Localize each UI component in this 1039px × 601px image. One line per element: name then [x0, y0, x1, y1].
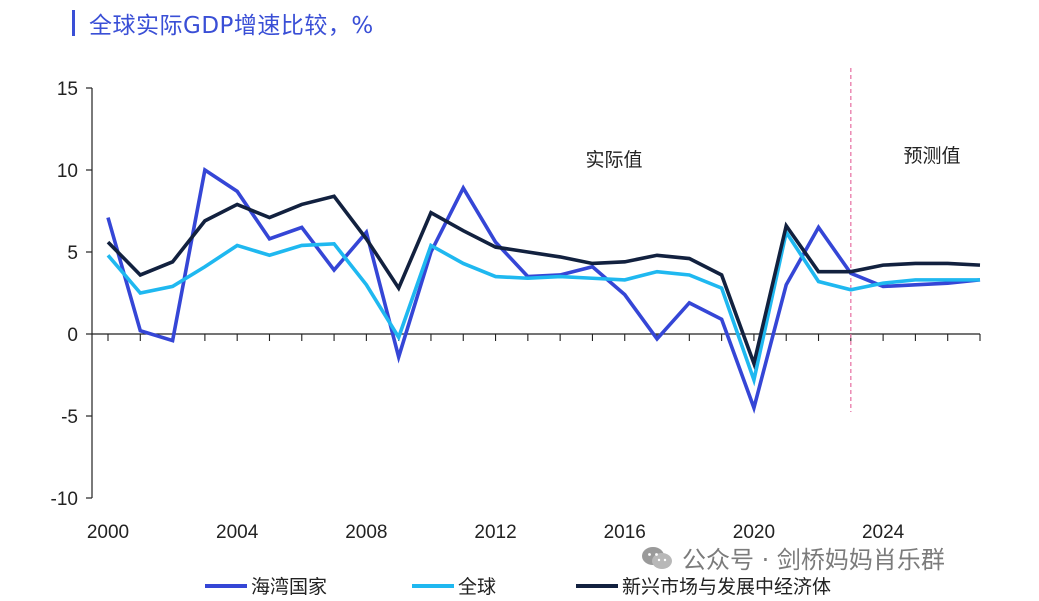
x-tick-label: 2000 [87, 522, 129, 543]
chart-title: 全球实际GDP增速比较，% [89, 13, 374, 39]
y-tick-label: 10 [57, 161, 78, 182]
x-tick-label: 2016 [604, 522, 646, 543]
x-tick-label: 2020 [733, 522, 775, 543]
chart-title-block: 全球实际GDP增速比较，% [72, 6, 374, 40]
x-tick-label: 2004 [216, 522, 259, 543]
y-tick-label: 15 [57, 79, 78, 100]
y-tick-label: -5 [61, 407, 78, 428]
y-tick-label: -10 [51, 489, 78, 510]
x-tick-label: 2012 [474, 522, 516, 543]
annotation-actual: 实际值 [585, 149, 642, 171]
annotation-forecast: 预测值 [903, 145, 960, 167]
y-tick-label: 0 [67, 325, 78, 346]
x-tick-label: 2008 [345, 522, 387, 543]
series-line-2 [106, 227, 980, 387]
legend-label-3: 新兴市场与发展中经济体 [622, 576, 831, 598]
x-tick-label: 2024 [862, 522, 905, 543]
watermark-text: 公众号 · 剑桥妈妈肖乐群 [682, 546, 945, 574]
legend-label-1: 海湾国家 [251, 576, 327, 598]
legend-label-2: 全球 [458, 576, 496, 598]
y-tick-label: 5 [67, 243, 78, 264]
series-line-3 [106, 194, 981, 370]
wechat-icon [642, 546, 672, 569]
watermark: 公众号 · 剑桥妈妈肖乐群 [640, 540, 945, 575]
title-accent-bar [72, 10, 75, 36]
